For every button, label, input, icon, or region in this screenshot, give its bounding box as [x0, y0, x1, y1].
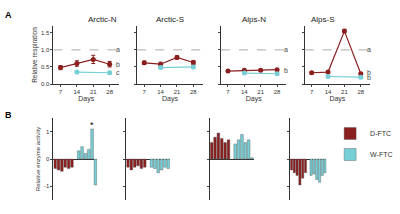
svg-text:7: 7: [59, 89, 63, 95]
svg-text:Days: Days: [162, 95, 178, 103]
svg-text:Arctic-S: Arctic-S: [156, 15, 184, 24]
svg-text:a: a: [367, 46, 371, 53]
svg-text:14: 14: [157, 89, 164, 95]
svg-text:21: 21: [90, 89, 97, 95]
svg-text:b: b: [367, 74, 371, 81]
svg-text:28: 28: [190, 89, 197, 95]
svg-text:-1: -1: [44, 183, 50, 189]
svg-text:Days: Days: [246, 95, 262, 103]
svg-text:14: 14: [74, 89, 81, 95]
svg-text:A: A: [5, 10, 12, 20]
svg-text:21: 21: [174, 89, 181, 95]
svg-text:21: 21: [341, 89, 348, 95]
svg-text:Arctic-N: Arctic-N: [88, 15, 117, 24]
svg-text:a: a: [116, 46, 120, 53]
svg-text:D-FTC: D-FTC: [370, 130, 391, 137]
svg-text:1: 1: [46, 129, 50, 135]
svg-text:28: 28: [106, 89, 113, 95]
svg-text:Days: Days: [78, 95, 94, 103]
svg-text:Days: Days: [329, 95, 345, 103]
svg-text:a: a: [284, 46, 288, 53]
svg-text:Relative respiration: Relative respiration: [31, 27, 39, 83]
svg-text:b: b: [284, 67, 288, 74]
svg-text:14: 14: [241, 89, 248, 95]
svg-text:c: c: [116, 69, 120, 76]
svg-text:0.0: 0.0: [41, 81, 50, 87]
svg-text:0: 0: [46, 156, 50, 162]
svg-text:Alps-S: Alps-S: [311, 15, 335, 24]
svg-text:1.5: 1.5: [41, 30, 50, 36]
svg-text:B: B: [5, 110, 12, 120]
svg-text:7: 7: [310, 89, 314, 95]
svg-text:Alps-N: Alps-N: [242, 15, 266, 24]
svg-text:Relative enzyme activity: Relative enzyme activity: [35, 127, 41, 191]
svg-text:7: 7: [226, 89, 230, 95]
svg-text:b: b: [367, 69, 371, 76]
svg-text:7: 7: [143, 89, 147, 95]
svg-text:21: 21: [257, 89, 264, 95]
svg-text:0.5: 0.5: [41, 64, 50, 70]
svg-text:1.0: 1.0: [41, 47, 50, 53]
svg-text:W-FTC: W-FTC: [370, 151, 392, 158]
svg-text:b: b: [116, 61, 120, 68]
svg-text:14: 14: [325, 89, 332, 95]
svg-text:28: 28: [357, 89, 364, 95]
svg-text:*: *: [90, 120, 94, 130]
svg-text:28: 28: [274, 89, 281, 95]
